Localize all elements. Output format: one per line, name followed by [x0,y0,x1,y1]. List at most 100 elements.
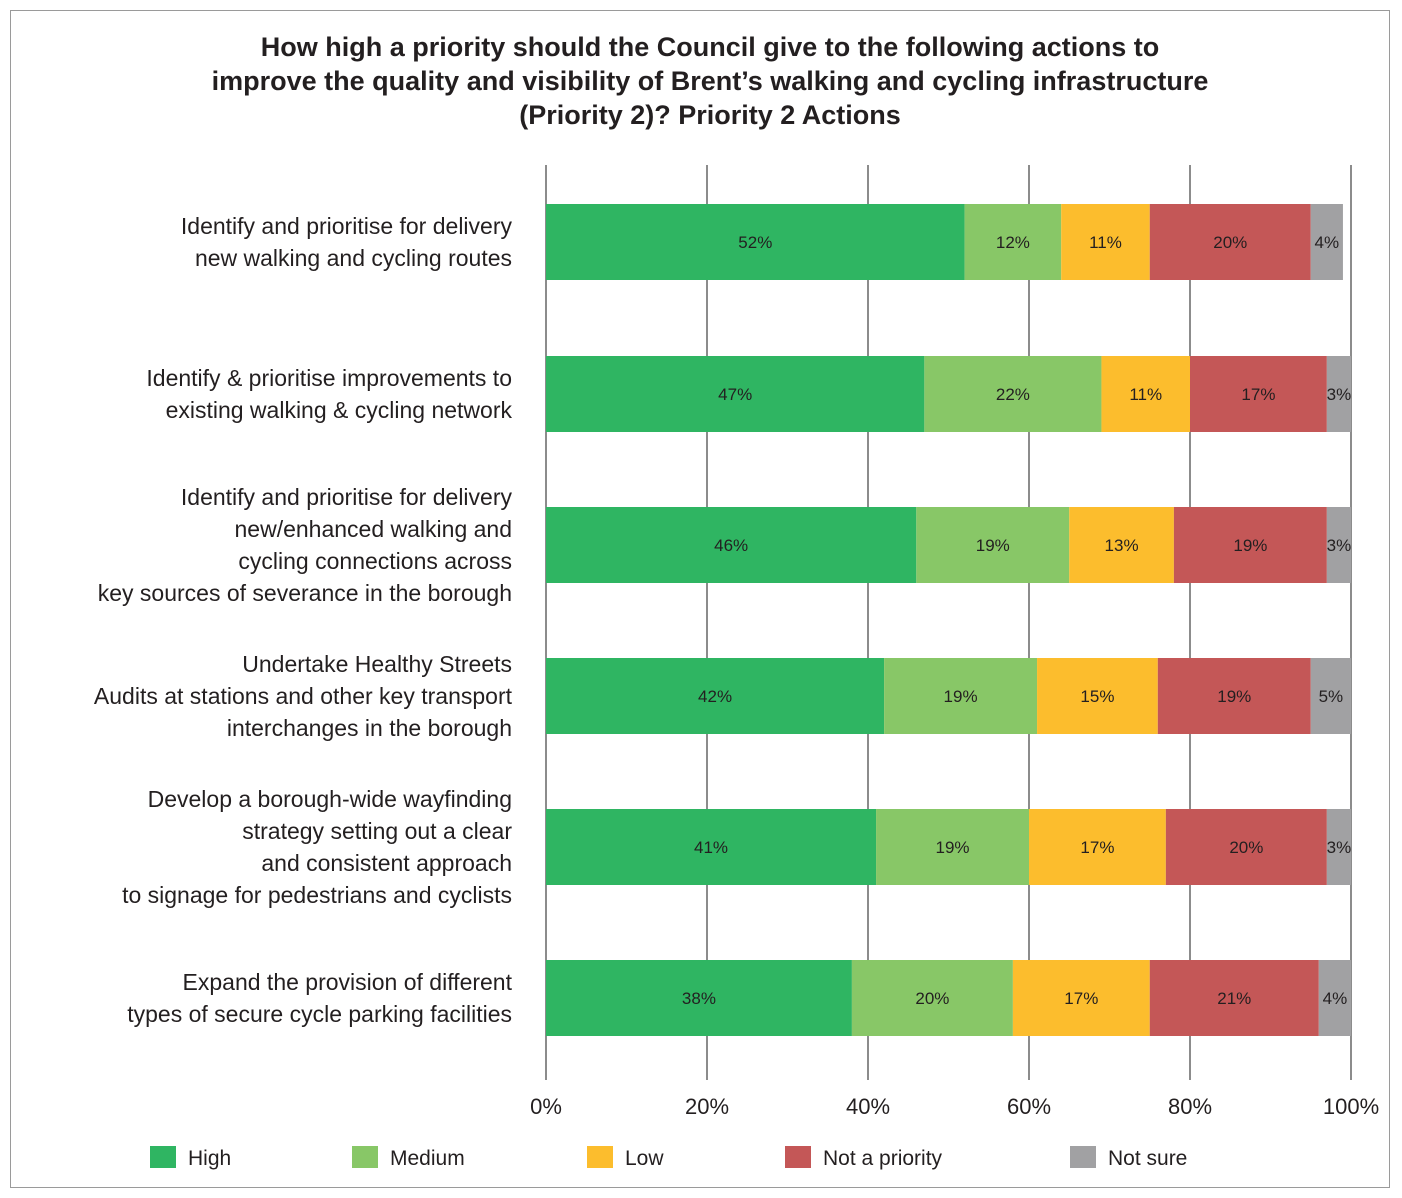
bar-value-label: 19% [944,687,978,706]
legend-item: Low [587,1146,664,1170]
category-label-line: new/enhanced walking and [235,516,512,542]
bar-segment [1165,809,1327,885]
bar-segment [1310,204,1343,280]
bar-segment [1326,809,1351,885]
category-label: Identify and prioritise for delivery new … [181,213,513,271]
bar-segment [546,658,885,734]
legend-item: Not sure [1070,1146,1187,1170]
bar-value-label: 17% [1080,838,1114,857]
bar-segment [1149,960,1319,1036]
bar-value-label: 19% [1217,687,1251,706]
chart-title-line: (Priority 2)? Priority 2 Actions [519,100,901,130]
bar-segment [546,809,877,885]
bar-segment [964,204,1062,280]
category-label-line: and consistent approach [261,850,512,876]
bar-segment [1310,658,1351,734]
legend: High Medium Low Not a priority Not sure [150,1146,1187,1170]
chart-title-line: improve the quality and visibility of Br… [211,66,1209,96]
category-label-line: existing walking & cycling network [166,397,513,423]
legend-label: Low [625,1147,664,1170]
bar-value-label: 13% [1105,536,1139,555]
legend-item: High [150,1146,231,1170]
bar-row: 41% 19% 17% 20% 3% [546,809,1351,885]
bar-row: 46% 19% 13% 19% 3% [546,507,1351,583]
bar-value-label: 22% [996,385,1030,404]
bar-segment [916,507,1070,583]
legend-label: High [188,1147,231,1170]
bar-value-label: 20% [915,989,949,1008]
bar-value-label: 5% [1319,687,1344,706]
chart-title-line: How high a priority should the Council g… [260,32,1160,62]
bar-value-label: 4% [1323,989,1348,1008]
category-label-line: Identify & prioritise improvements to [146,365,512,391]
bars: 52% 12% 11% 20% 4% 47% 22% 11% 17% 3% 46% 19% 13% 19%… [546,204,1351,1036]
bar-value-label: 12% [996,233,1030,252]
legend-swatch [785,1146,811,1168]
category-label-line: to signage for pedestrians and cyclists [122,882,512,908]
category-label: Identify & prioritise improvements to exi… [146,365,512,423]
legend-swatch [1070,1146,1096,1168]
category-label-line: Undertake Healthy Streets [242,651,512,677]
category-label-line: types of secure cycle parking facilities [127,1001,512,1027]
bar-value-label: 42% [698,687,732,706]
category-labels: Identify and prioritise for delivery new … [94,213,513,1027]
bar-value-label: 41% [694,838,728,857]
chart-title: How high a priority should the Council g… [10,30,1402,132]
x-tick-label: 80% [1168,1094,1212,1119]
bar-segment [546,356,925,432]
bar-value-label: 17% [1064,989,1098,1008]
bar-row: 47% 22% 11% 17% 3% [546,356,1351,432]
bar-segment [546,960,852,1036]
bar-value-label: 19% [976,536,1010,555]
bar-segment [546,507,917,583]
category-label-line: key sources of severance in the borough [98,580,512,606]
bar-value-label: 38% [682,989,716,1008]
bar-value-label: 19% [1233,536,1267,555]
x-tick-label: 40% [846,1094,890,1119]
bar-segment [1318,960,1351,1036]
category-label-line: cycling connections across [238,548,512,574]
legend-label: Medium [390,1147,465,1170]
bar-segment [884,658,1038,734]
bar-segment [876,809,1029,885]
bar-value-label: 52% [738,233,772,252]
category-label: Develop a borough-wide wayfinding strateg… [122,786,512,908]
bar-value-label: 3% [1327,385,1352,404]
gridlines [545,165,1352,1080]
category-label-line: strategy setting out a clear [242,818,512,844]
bar-segment [1061,204,1150,280]
bar-value-label: 3% [1327,536,1352,555]
bar-value-label: 11% [1089,233,1122,252]
bar-segment [1037,658,1158,734]
bar-segment [1326,507,1351,583]
bar-value-label: 20% [1213,233,1247,252]
legend-item: Not a priority [785,1146,943,1170]
category-label: Identify and prioritise for delivery new/… [98,484,513,606]
bar-segment [1173,507,1327,583]
x-tick-label: 20% [685,1094,729,1119]
bar-row: 38% 20% 17% 21% 4% [546,960,1351,1036]
bar-segment [1101,356,1190,432]
legend-swatch [352,1146,378,1168]
category-label: Expand the provision of different types o… [127,969,512,1027]
category-label-line: Identify and prioritise for delivery [181,213,513,239]
bar-segment [1149,204,1311,280]
legend-label: Not a priority [823,1147,943,1170]
category-label-line: Expand the provision of different [183,969,513,995]
bar-value-label: 20% [1229,838,1263,857]
x-tick-label: 0% [530,1094,562,1119]
bar-segment [546,204,965,280]
bar-value-label: 4% [1315,233,1340,252]
category-label-line: Identify and prioritise for delivery [181,484,513,510]
x-tick-label: 60% [1007,1094,1051,1119]
bar-row: 42% 19% 15% 19% 5% [546,658,1351,734]
bar-value-label: 21% [1217,989,1251,1008]
bar-segment [1190,356,1327,432]
bar-segment [1029,809,1166,885]
bar-segment [1012,960,1150,1036]
bar-value-label: 17% [1241,385,1275,404]
x-axis-ticks: 0% 20% 40% 60% 80% 100% [530,1094,1379,1119]
bar-segment [1069,507,1174,583]
category-label-line: interchanges in the borough [227,715,512,741]
